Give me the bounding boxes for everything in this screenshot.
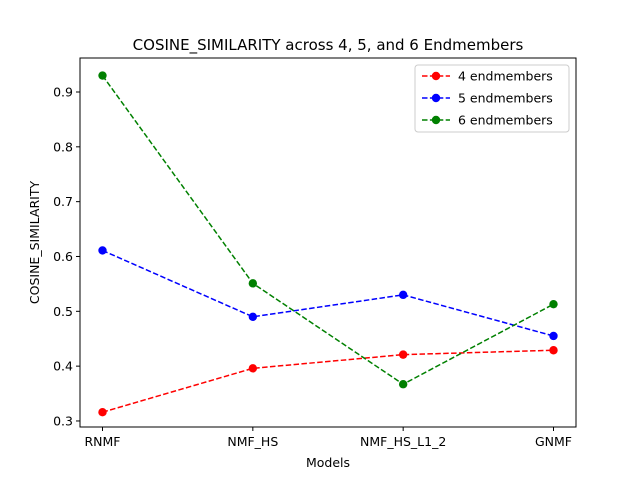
legend-marker bbox=[431, 71, 441, 81]
data-point bbox=[98, 71, 107, 80]
y-tick-label: 0.8 bbox=[53, 139, 73, 154]
x-axis-title: Models bbox=[306, 455, 350, 470]
legend-box bbox=[414, 64, 570, 133]
x-axis: RNMF NMF_HS NMF_HS_L1_2 GNMF bbox=[84, 427, 572, 449]
x-tick-label: NMF_HS_L1_2 bbox=[360, 434, 446, 449]
y-axis: 0.3 0.4 0.5 0.6 0.7 0.8 0.9 bbox=[53, 84, 80, 428]
series-line-2 bbox=[102, 249, 554, 337]
x-tick-label: RNMF bbox=[84, 434, 120, 449]
legend-marker bbox=[431, 115, 441, 125]
y-tick-label: 0.5 bbox=[53, 304, 73, 319]
series-layer bbox=[98, 71, 558, 417]
data-point bbox=[549, 331, 558, 341]
data-point bbox=[549, 346, 558, 355]
data-point bbox=[98, 407, 107, 417]
x-tick-label: GNMF bbox=[535, 434, 572, 449]
legend-marker bbox=[431, 93, 441, 103]
y-tick-label: 0.6 bbox=[53, 249, 73, 264]
legend-entry: 4 endmembers bbox=[458, 69, 553, 84]
y-tick-label: 0.4 bbox=[53, 359, 73, 374]
plot-frame bbox=[79, 57, 577, 428]
data-point bbox=[248, 312, 258, 321]
y-tick-label: 0.7 bbox=[53, 194, 73, 209]
y-tick-label: 0.9 bbox=[53, 84, 73, 99]
x-tick-label: NMF_HS bbox=[227, 434, 278, 449]
data-point bbox=[248, 364, 258, 373]
y-tick-label: 0.3 bbox=[53, 413, 73, 428]
data-point bbox=[398, 350, 408, 359]
data-point bbox=[248, 279, 258, 288]
y-axis-title: COSINE_SIMILARITY bbox=[27, 181, 42, 305]
legend: 4 endmembers 5 endmembers 6 endmembers bbox=[414, 64, 570, 133]
chart-title: COSINE_SIMILARITY across 4, 5, and 6 End… bbox=[133, 36, 524, 55]
data-point bbox=[98, 246, 107, 255]
series-line-3 bbox=[101, 75, 554, 386]
series-line-1 bbox=[102, 349, 554, 413]
data-point bbox=[398, 290, 408, 300]
data-point bbox=[398, 380, 408, 389]
legend-entry: 6 endmembers bbox=[458, 113, 553, 128]
data-point bbox=[549, 299, 558, 309]
legend-entry: 5 endmembers bbox=[458, 91, 553, 106]
